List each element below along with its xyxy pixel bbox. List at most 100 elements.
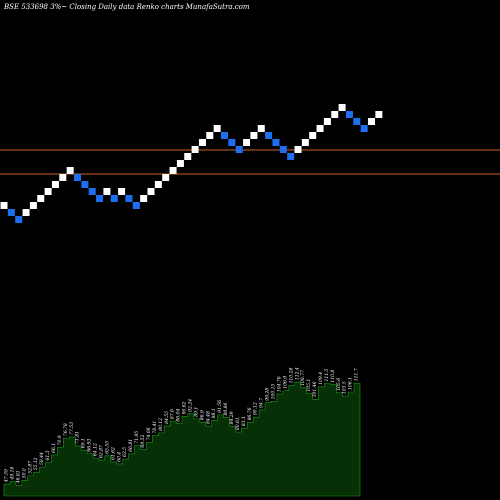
volume-label: 71.81 [75,431,81,444]
renko-brick [162,174,170,181]
volume-label: 52.87 [27,461,33,474]
volume-label: 55.12 [33,457,39,470]
renko-brick [74,174,81,181]
renko-brick [221,132,228,139]
volume-label: 50.0 [21,468,27,478]
reference-lines [0,149,500,175]
renko-brick [345,111,353,118]
volume-label: 101.46 [312,381,318,397]
volume-label: 86.76 [247,407,253,420]
volume-label: 87.6 [170,409,176,419]
volume-label: 111.7 [354,368,360,381]
renko-bricks [0,104,383,223]
renko-brick [154,181,162,188]
volume-label: 86.9 [199,410,205,420]
volume-label: 89.1 [193,407,199,417]
chart-title: BSE 533698 3%~ Closing Daily data Renko … [3,3,250,11]
volume-label: 63.5 [122,447,128,457]
volume-label: 88.1 [211,408,217,418]
volume-area [3,381,361,497]
volume-label: 60.4 [116,452,122,462]
volume-label: 74.06 [146,427,152,440]
renko-brick [132,202,140,209]
volume-label: 94.7 [259,398,265,408]
renko-brick [279,146,287,153]
renko-brick [184,153,192,160]
renko-brick [29,202,37,209]
volume-label: 77.53 [69,422,75,435]
renko-brick [66,167,74,174]
renko-brick [228,139,236,146]
volume-label: 111.5 [324,368,330,381]
volume-label: 70.9 [57,435,63,445]
volume-label: 71.95 [134,431,140,444]
renko-brick [375,111,383,118]
renko-brick [191,146,199,153]
volume-label: 105.1 [306,379,312,392]
renko-brick [15,216,23,223]
volume-label: 49.18 [9,467,15,481]
renko-brick [331,111,339,118]
volume-label: 76.78 [63,423,69,436]
renko-brick [213,125,221,132]
renko-brick [206,132,214,139]
renko-brick [0,202,8,209]
renko-brick [81,181,89,188]
volume-label: 62.87 [98,445,104,458]
volume-label: 99.28 [265,388,271,401]
volume-label: 91.56 [217,400,223,413]
renko-brick [118,188,126,195]
volume-label: 69.1 [81,438,87,448]
renko-brick [59,174,67,181]
volume-label: 80.61 [235,417,241,430]
renko-brick [316,125,324,132]
volume-label: 84.29 [229,411,235,424]
volume-label: 65.55 [104,441,110,454]
volume-label: 106.1 [348,377,354,390]
renko-brick [250,132,258,139]
renko-brick [147,188,155,195]
volume-label: 112.4 [294,367,300,380]
renko-brick [257,125,265,132]
renko-brick [243,139,251,146]
renko-brick [110,195,118,202]
volume-label: 66.81 [128,439,134,452]
volume-label: 66.1 [51,443,57,453]
renko-brick [235,146,243,153]
volume-label: 86.04 [176,409,182,422]
volume-label: 109.4 [318,372,324,385]
renko-brick [51,181,59,188]
volume-label: 103.5 [342,381,348,394]
volume-label: 100.15 [271,383,277,399]
renko-brick [309,132,317,139]
volume-label: 64.12 [93,443,99,456]
volume-label: 61.3 [45,450,51,460]
volume-label: 89.86 [223,403,229,416]
renko-brick [176,160,184,167]
volume-label: 78.41 [152,421,158,434]
volume-label: 46.81 [15,470,21,484]
renko-brick [301,139,309,146]
renko-brick [88,188,96,195]
volume-label: 47.59 [4,469,10,483]
renko-brick [96,195,104,202]
renko-brick [287,153,295,160]
volume-labels: 47.59 49.18 46.81 50.0 52.87 55.12 58.44 61.366… [4,367,360,484]
renko-brick [44,188,52,195]
renko-brick [37,195,45,202]
renko-brick [22,209,30,216]
volume-label: 105.6 [336,378,342,391]
renko-brick [103,188,111,195]
renko-brick [272,139,280,146]
volume-label: 92.24 [187,399,193,412]
volume-label: 90.62 [182,401,188,414]
renko-brick [265,132,273,139]
volume-label: 69.52 [140,435,146,448]
volume-label: 66.93 [87,439,93,452]
renko-brick [360,125,368,132]
volume-label: 106.9 [282,376,288,389]
volume-area-path [3,381,361,497]
renko-brick [169,167,177,174]
